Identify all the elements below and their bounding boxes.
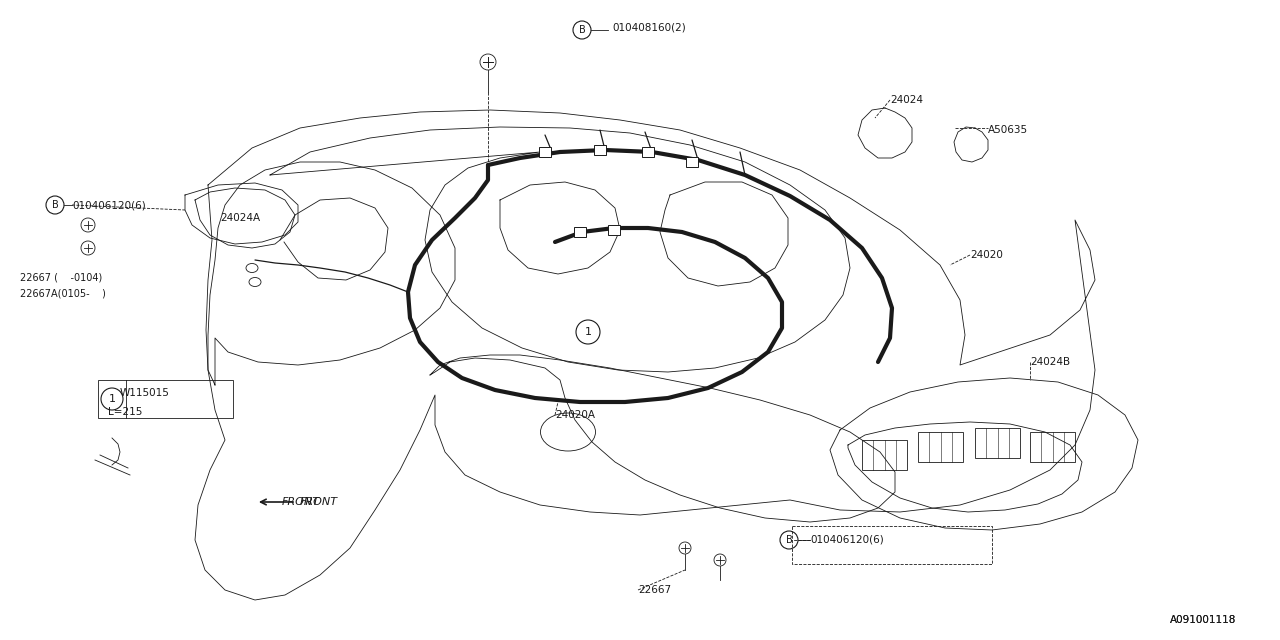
Text: L=215: L=215 (108, 407, 142, 417)
Text: 22667A(0105-    ): 22667A(0105- ) (20, 288, 106, 298)
Text: FRONT: FRONT (282, 497, 320, 507)
Bar (686, 157, 698, 167)
Bar (594, 145, 605, 155)
Bar (608, 225, 620, 235)
Bar (539, 147, 550, 157)
Text: B: B (51, 200, 59, 210)
Text: FRONT: FRONT (300, 497, 338, 507)
Text: 010406120(6): 010406120(6) (810, 535, 883, 545)
Text: 010406120(6): 010406120(6) (72, 200, 146, 210)
Bar (99, 380, 233, 418)
Text: 010408160(2): 010408160(2) (612, 23, 686, 33)
Text: B: B (786, 535, 792, 545)
Text: 24024B: 24024B (1030, 357, 1070, 367)
Text: 24020: 24020 (970, 250, 1002, 260)
Text: 24020A: 24020A (556, 410, 595, 420)
Text: A091001118: A091001118 (1170, 615, 1236, 625)
Bar (643, 147, 654, 157)
Bar (918, 432, 963, 462)
Bar (792, 526, 992, 564)
Text: W115015: W115015 (120, 388, 170, 398)
Bar (975, 428, 1020, 458)
Bar (573, 227, 586, 237)
Text: 24024A: 24024A (220, 213, 260, 223)
Bar (1030, 432, 1075, 462)
Text: 1: 1 (109, 394, 115, 404)
Text: 1: 1 (585, 327, 591, 337)
Text: 24024: 24024 (890, 95, 923, 105)
Text: B: B (579, 25, 585, 35)
Text: A091001118: A091001118 (1170, 615, 1236, 625)
Text: A50635: A50635 (988, 125, 1028, 135)
Text: 22667: 22667 (637, 585, 671, 595)
Bar (861, 440, 908, 470)
Text: 22667 (    -0104): 22667 ( -0104) (20, 272, 102, 282)
